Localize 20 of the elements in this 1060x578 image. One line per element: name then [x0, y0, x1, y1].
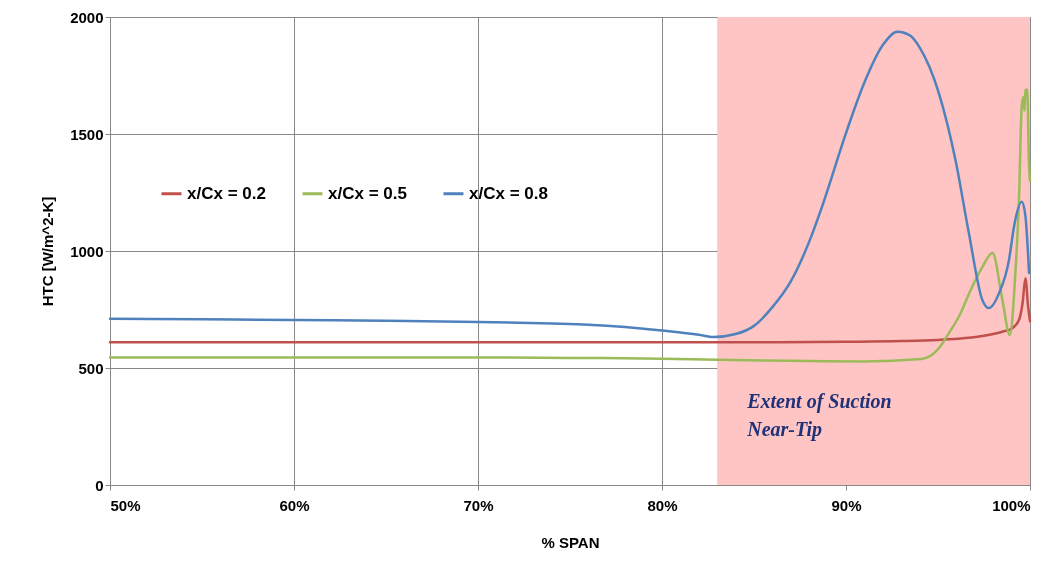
y-tick-label: 500	[78, 359, 104, 377]
x-tick-label: 100%	[992, 496, 1031, 514]
band-label: Extent of Suction Near-Tip	[746, 390, 892, 441]
y-tick-label: 0	[95, 476, 104, 494]
y-tick-label: 1000	[70, 242, 104, 260]
y-tick-label: 1500	[70, 125, 104, 143]
x-tick-label: 50%	[110, 496, 141, 514]
line-series	[108, 30, 1031, 339]
x-axis-title: % SPAN	[541, 533, 600, 551]
x-tick-label: 60%	[279, 496, 310, 514]
y-tick-label: 2000	[70, 8, 104, 26]
x-tick-label: 80%	[647, 496, 678, 514]
x-tick-label: 90%	[831, 496, 862, 514]
line-series	[108, 88, 1032, 363]
line-series	[108, 276, 1032, 344]
legend-label: x/Cx = 0.5	[328, 183, 407, 203]
y-axis-title: HTC [W/m^2-K]	[39, 196, 57, 307]
legend-label: x/Cx = 0.2	[187, 183, 266, 203]
x-tick-label: 70%	[463, 496, 494, 514]
legend-label: x/Cx = 0.8	[469, 183, 548, 203]
